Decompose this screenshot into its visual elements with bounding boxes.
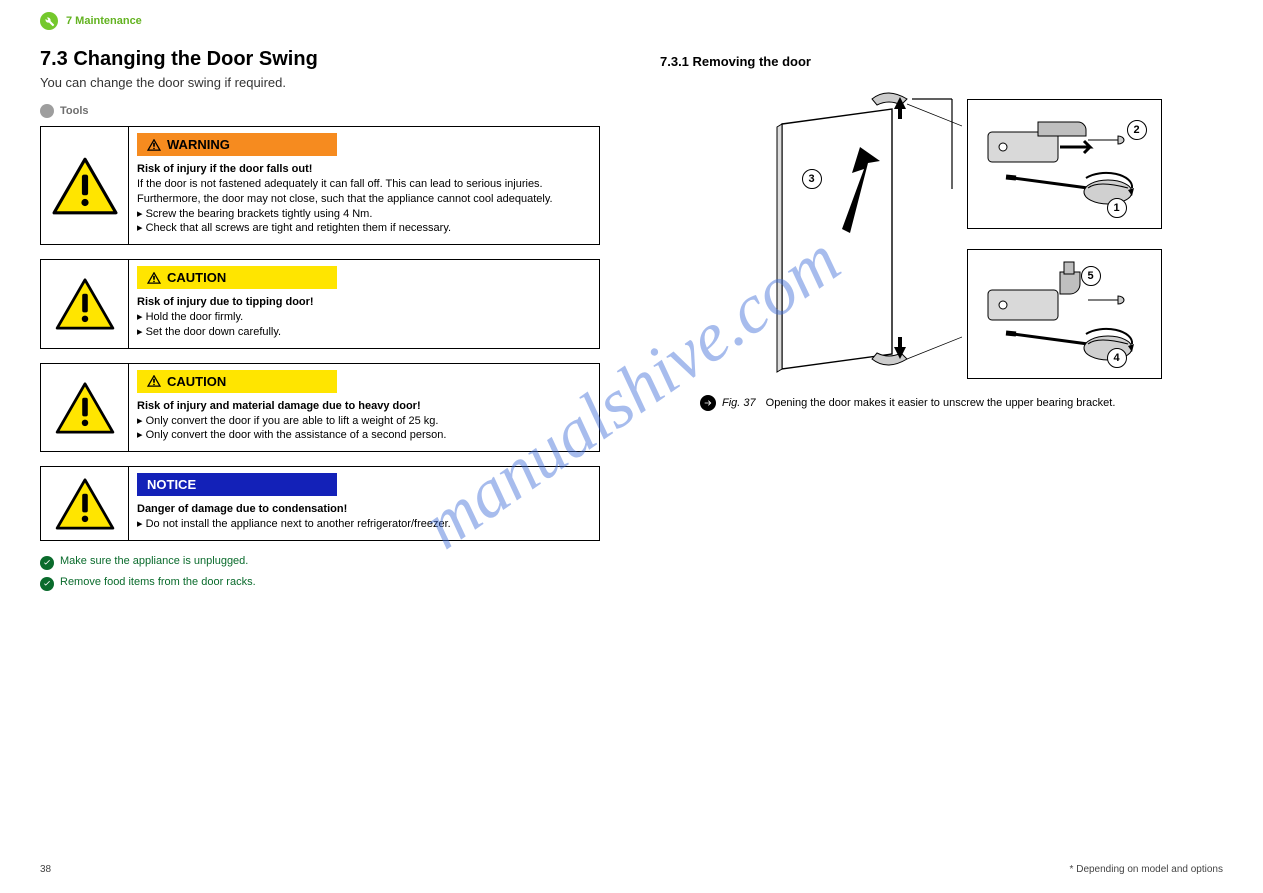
callout-5: 5 [1081, 266, 1101, 286]
notice-label: NOTICE [137, 473, 337, 496]
hazard-icon [41, 127, 129, 244]
door-illustration: 3 [722, 79, 1162, 379]
footer-note: * Depending on model and options [1070, 864, 1223, 875]
notice-panel: NOTICE Danger of damage due to condensat… [40, 466, 600, 541]
left-column: 7.3 Changing the Door Swing You can chan… [40, 48, 600, 591]
hazard-icon [41, 364, 129, 452]
check-icon [40, 577, 54, 591]
section-subtitle: You can change the door swing if require… [40, 75, 600, 90]
tools-icon [40, 104, 54, 118]
right-column: 7.3.1 Removing the door [660, 48, 1223, 591]
hazard-icon [41, 467, 129, 540]
callout-1: 1 [1107, 198, 1127, 218]
notice-text: Danger of damage due to condensation! ▸ … [137, 502, 591, 532]
page-footer: 38 * Depending on model and options [40, 864, 1223, 875]
wrench-icon [40, 12, 58, 30]
hazard-icon [41, 260, 129, 348]
arrow-right-icon [700, 395, 716, 411]
callout-2: 2 [1127, 120, 1147, 140]
warning-label: WARNING [137, 133, 337, 156]
caution-text: Risk of injury and material damage due t… [137, 399, 591, 444]
tools-label: Tools [60, 105, 89, 117]
chapter-title: 7 Maintenance [66, 15, 142, 27]
figure-caption: Fig. 37 Opening the door makes it easier… [700, 395, 1223, 411]
callout-4: 4 [1107, 348, 1127, 368]
warning-text: Risk of injury if the door falls out! If… [137, 162, 591, 236]
caution-label: CAUTION [137, 266, 337, 289]
warning-panel: WARNING Risk of injury if the door falls… [40, 126, 600, 245]
prereq-row: Remove food items from the door racks. [40, 576, 600, 591]
subsection-heading: 7.3.1 Removing the door [660, 54, 1223, 69]
page-number: 38 [40, 864, 51, 875]
section-title: 7.3 Changing the Door Swing [40, 48, 600, 71]
check-icon [40, 556, 54, 570]
detail-top: 2 1 [967, 99, 1162, 229]
chapter-header: 7 Maintenance [40, 12, 1223, 30]
prereq-row: Make sure the appliance is unplugged. [40, 555, 600, 570]
callout-3: 3 [802, 169, 822, 189]
detail-bottom: 5 4 [967, 249, 1162, 379]
caution-panel: CAUTION Risk of injury due to tipping do… [40, 259, 600, 349]
caution-panel: CAUTION Risk of injury and material dama… [40, 363, 600, 453]
caution-label: CAUTION [137, 370, 337, 393]
caution-text: Risk of injury due to tipping door! ▸ Ho… [137, 295, 591, 340]
tools-row: Tools [40, 104, 600, 118]
